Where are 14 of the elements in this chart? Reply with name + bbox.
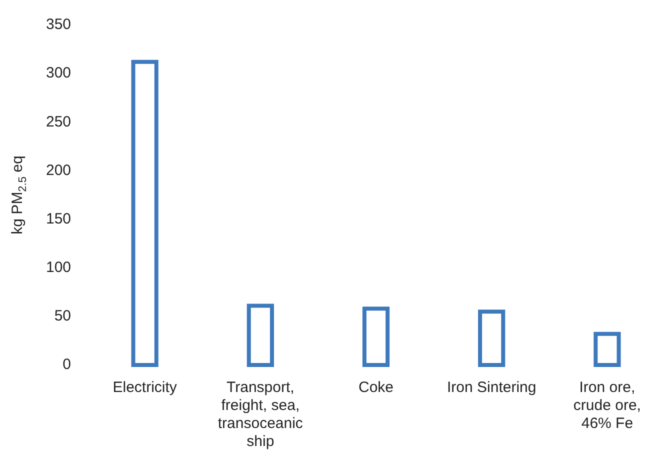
- x-tick-label: Electricity: [112, 379, 178, 396]
- x-tick-label: Iron Sintering: [447, 379, 536, 396]
- y-tick-label: 300: [46, 64, 72, 82]
- y-tick-label: 0: [62, 356, 72, 374]
- y-tick-label: 350: [46, 16, 72, 34]
- y-tick-label: 100: [46, 259, 72, 276]
- x-tick-label: Coke: [358, 379, 394, 396]
- y-tick-label: 150: [46, 210, 72, 228]
- x-tick-label: Transport, freight, sea, transoceanic ship: [218, 379, 304, 450]
- y-tick-label: 50: [54, 308, 72, 325]
- x-tick-label: Iron ore, crude ore, 46% Fe: [573, 379, 641, 432]
- y-tick-label: 250: [46, 113, 72, 130]
- y-axis-title: kg PM2.5 eq: [9, 156, 30, 234]
- y-tick-label: 200: [46, 162, 72, 179]
